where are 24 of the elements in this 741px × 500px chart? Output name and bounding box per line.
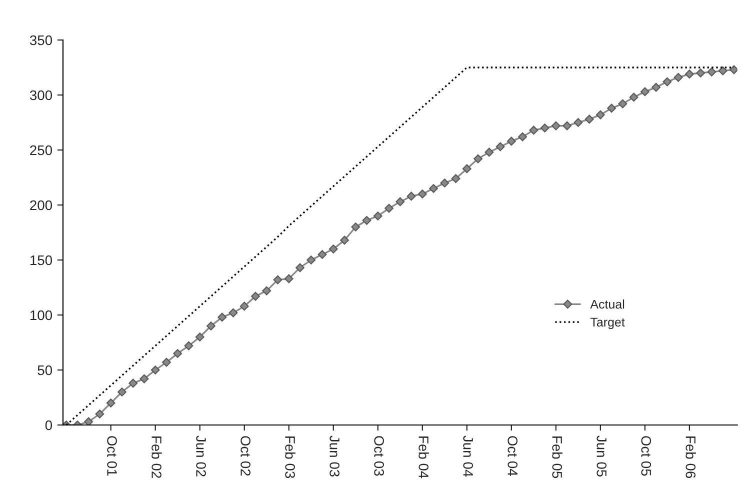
y-tick-label: 300 <box>30 90 52 100</box>
x-tick-label: Jun 04 <box>463 436 474 477</box>
x-tick-label: Feb 02 <box>152 436 162 478</box>
x-tick-label: Oct 05 <box>641 436 652 476</box>
y-tick-label: 0 <box>45 420 52 430</box>
x-tick-label: Jun 02 <box>196 436 206 476</box>
x-tick-label: Feb 04 <box>418 436 429 478</box>
y-tick-label: 250 <box>30 145 52 156</box>
x-tick-label: Feb 03 <box>285 436 296 478</box>
legend-label: Actual <box>590 299 624 309</box>
y-tick-label: 350 <box>30 35 52 46</box>
legend-label: Target <box>590 318 625 330</box>
x-tick-label: Oct 03 <box>374 436 384 476</box>
x-tick-label: Oct 04 <box>508 436 518 476</box>
y-tick-label: 100 <box>30 310 52 320</box>
y-tick-label: 50 <box>38 365 52 376</box>
y-tick-label: 200 <box>30 200 52 210</box>
x-tick-label: Jun 03 <box>330 436 340 477</box>
y-tick-label: 150 <box>30 255 52 266</box>
x-tick-label: Jun 05 <box>596 436 607 477</box>
x-tick-label: Oct 01 <box>107 436 117 476</box>
x-tick-label: Feb 06 <box>686 436 696 478</box>
x-tick-label: Oct 02 <box>240 436 250 476</box>
x-tick-label: Feb 05 <box>552 436 562 478</box>
